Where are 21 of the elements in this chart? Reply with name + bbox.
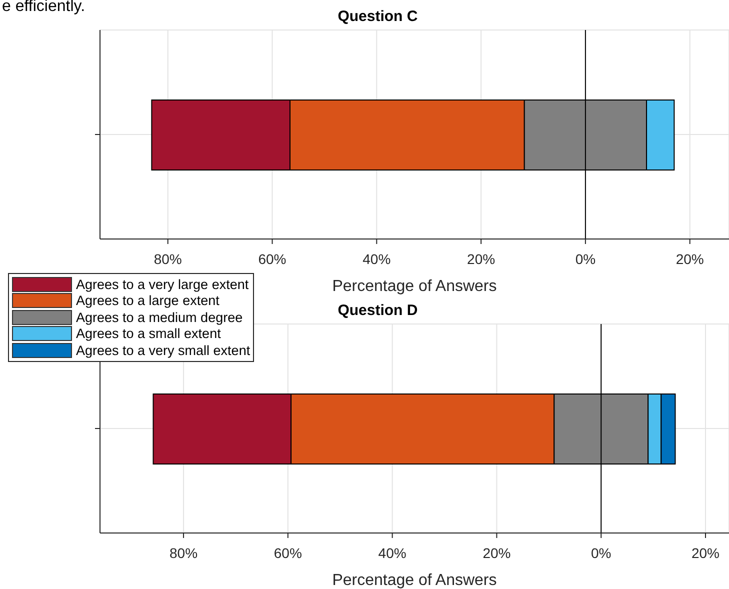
x-tick-label: 80%: [154, 250, 182, 267]
x-tick-label: 20%: [676, 250, 704, 267]
x-tick-label: 40%: [362, 250, 391, 267]
x-tick-label: 0%: [575, 250, 596, 267]
x-tick-label: 20%: [482, 544, 511, 561]
x-tick-label: 80%: [170, 544, 198, 561]
x-axis-title: Percentage of Answers: [332, 572, 497, 589]
chart-title: Question C: [336, 8, 419, 25]
x-tick-label: 60%: [274, 544, 302, 561]
legend-label: Agrees to a large extent: [76, 293, 220, 308]
legend-label: Agrees to a very small extent: [76, 342, 250, 358]
x-tick-label: 0%: [590, 544, 612, 561]
x-tick-label: 20%: [467, 250, 496, 267]
x-tick-label: 60%: [258, 250, 286, 267]
legend-label: Agrees to a medium degree: [76, 310, 243, 325]
x-tick-label: 40%: [378, 544, 406, 561]
x-axis-title: Percentage of Answers: [332, 278, 497, 295]
legend-label: Agrees to a small extent: [76, 326, 221, 342]
legend-label: Agrees to a very large extent: [76, 276, 249, 292]
chart-title: Question D: [338, 302, 418, 319]
x-tick-label: 20%: [691, 544, 720, 561]
